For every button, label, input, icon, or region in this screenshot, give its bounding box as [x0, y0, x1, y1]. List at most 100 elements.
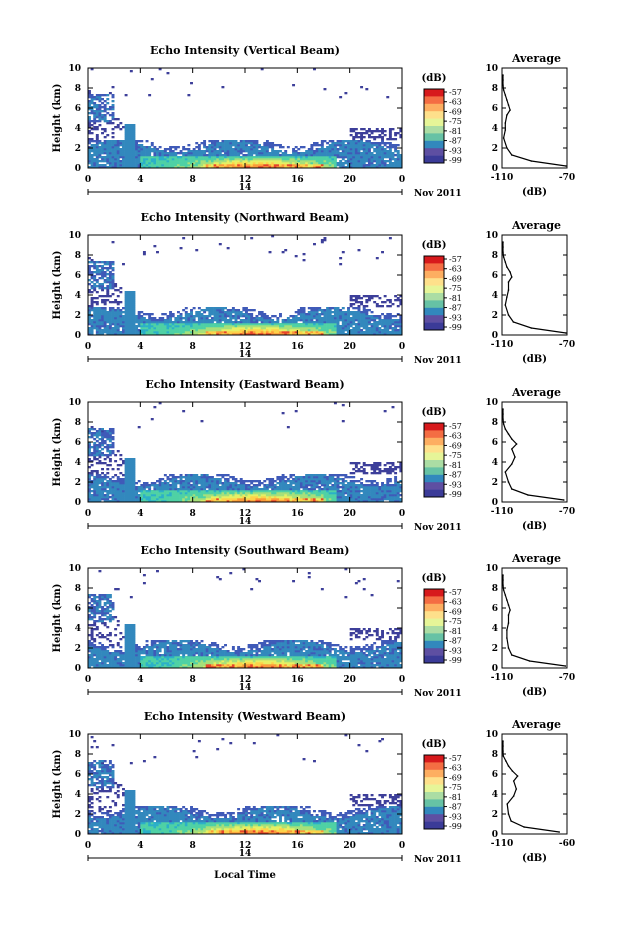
heatmap-cell — [88, 488, 91, 491]
heatmap-cell — [108, 166, 112, 169]
heatmap-cell — [305, 323, 309, 326]
heatmap-cell — [90, 162, 94, 165]
heatmap-cell — [399, 154, 403, 157]
heatmap-cell — [224, 321, 227, 324]
heatmap-cell — [307, 488, 311, 491]
colorbar-tick-label: -81 — [449, 294, 462, 303]
heatmap-cell — [344, 488, 348, 491]
heatmap-cell — [142, 333, 146, 336]
heatmap-cell — [129, 333, 133, 336]
heatmap-cell — [153, 500, 157, 503]
heatmap-cell — [281, 164, 285, 167]
heatmap-cell — [210, 329, 214, 332]
heatmap-cell — [184, 484, 188, 487]
heatmap-cell — [129, 484, 133, 487]
heatmap-cell — [286, 154, 290, 157]
heatmap-cell — [200, 496, 204, 499]
heatmap-cell — [367, 130, 371, 133]
heatmap-cell — [310, 484, 314, 487]
heatmap-cell — [242, 144, 246, 147]
heatmap-cell — [210, 331, 214, 334]
heatmap-cell — [98, 277, 102, 280]
heatmap-cell — [331, 152, 335, 155]
heatmap-cell — [234, 488, 238, 491]
heatmap-cell — [116, 500, 120, 503]
heatmap-cell — [184, 158, 188, 161]
heatmap-cell — [93, 297, 97, 300]
heatmap-cell — [95, 160, 99, 163]
heatmap-cell — [320, 488, 324, 491]
heatmap-cell — [122, 142, 125, 145]
heatmap-cell — [88, 265, 91, 268]
heatmap-cell — [349, 329, 353, 332]
heatmap-cell — [234, 150, 238, 153]
heatmap-cell — [114, 152, 118, 155]
heatmap-cell — [132, 126, 136, 129]
heatmap-cell — [328, 500, 332, 503]
heatmap-cell — [341, 164, 345, 167]
heatmap-cell — [305, 496, 309, 499]
heatmap-cell — [174, 500, 178, 503]
heatmap-cell — [347, 154, 350, 157]
heatmap-cell — [360, 142, 364, 145]
heatmap-cell — [95, 458, 99, 461]
heatmap-cell — [127, 486, 131, 489]
heatmap-cell — [318, 319, 322, 322]
heatmap-cell — [310, 331, 314, 334]
heatmap-cell — [258, 482, 261, 485]
heatmap-cell — [352, 468, 356, 471]
heatmap-cell — [119, 166, 123, 169]
heatmap-cell — [365, 132, 369, 135]
heatmap-cell — [108, 319, 112, 322]
heatmap-cell — [135, 140, 139, 143]
heatmap-cell — [187, 321, 191, 324]
heatmap-cell — [153, 325, 157, 328]
heatmap-cell — [354, 319, 358, 322]
heatmap-cell — [187, 325, 191, 328]
heatmap-cell — [286, 426, 290, 429]
heatmap-cell — [229, 490, 233, 493]
heatmap-cell — [127, 144, 131, 147]
heatmap-cell — [250, 156, 254, 159]
heatmap-cell — [135, 496, 139, 499]
heatmap-cell — [299, 315, 303, 318]
heatmap-cell — [362, 319, 366, 322]
heatmap-cell — [111, 150, 115, 153]
heatmap-cell — [273, 166, 277, 169]
heatmap-cell — [245, 492, 248, 495]
heatmap-cell — [169, 148, 173, 151]
heatmap-cell — [101, 110, 104, 113]
heatmap-cell — [370, 132, 374, 135]
heatmap-cell — [315, 164, 319, 167]
heatmap-cell — [116, 331, 120, 334]
heatmap-cell — [205, 486, 209, 489]
heatmap-cell — [396, 319, 400, 322]
heatmap-cell — [289, 164, 293, 167]
heatmap-cell — [156, 158, 159, 161]
heatmap-cell — [148, 162, 152, 165]
heatmap-cell — [93, 321, 97, 324]
heatmap-cell — [150, 498, 154, 501]
heatmap-cell — [234, 319, 238, 322]
heatmap-cell — [245, 490, 248, 493]
heatmap-cell — [297, 482, 301, 485]
profile-point — [502, 84, 504, 86]
heatmap-cell — [124, 490, 128, 493]
heatmap-cell — [239, 321, 243, 324]
heatmap-cell — [98, 430, 102, 433]
heatmap-cell — [279, 146, 282, 149]
heatmap-cell — [310, 323, 314, 326]
heatmap-cell — [208, 498, 212, 501]
heatmap-cell — [132, 301, 136, 304]
x-tick-label: 4 — [137, 175, 143, 185]
heatmap-cell — [169, 158, 173, 161]
heatmap-cell — [195, 313, 199, 316]
heatmap-cell — [320, 241, 324, 244]
heatmap-cell — [176, 160, 180, 163]
heatmap-cell — [200, 492, 204, 495]
heatmap-cell — [187, 500, 191, 503]
heatmap-cell — [208, 146, 212, 149]
heatmap-cell — [328, 476, 332, 479]
heatmap-cell — [336, 474, 340, 477]
